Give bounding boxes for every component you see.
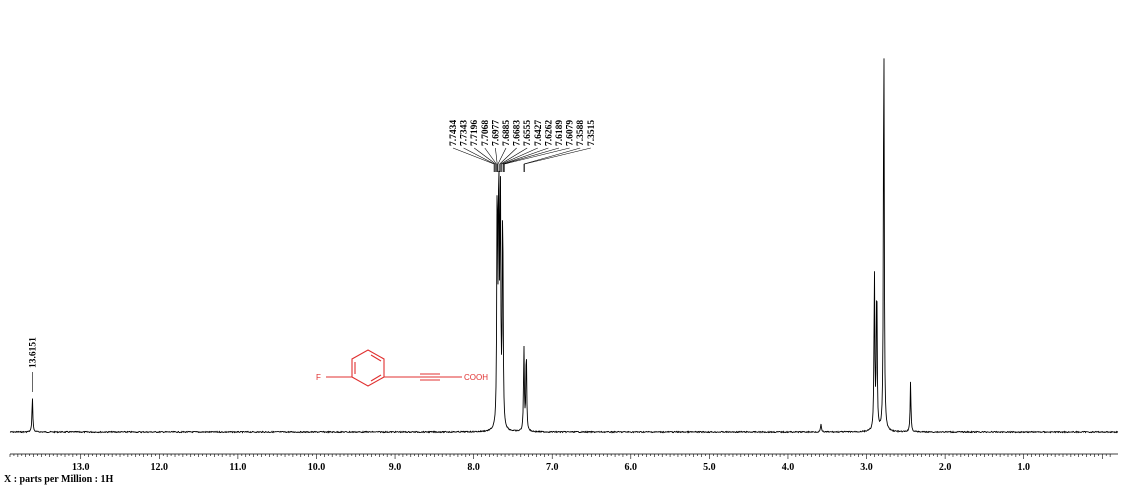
peak-label-leader: [500, 147, 528, 165]
x-tick-label: 8.0: [467, 462, 480, 473]
spectrum-trace: [9, 58, 1119, 434]
x-tick-label: 5.0: [703, 462, 716, 473]
peak-label: 7.6683: [513, 120, 523, 146]
peak-label-leader: [501, 147, 538, 165]
x-tick-label: 13.0: [72, 462, 90, 473]
peak-label-leader: [452, 147, 495, 165]
peak-label: 7.6079: [566, 120, 576, 146]
peak-label: 7.3515: [587, 120, 597, 146]
x-tick-label: 10.0: [308, 462, 326, 473]
x-tick-label: 4.0: [782, 462, 795, 473]
x-axis: 13.0 12.0 11.0 10.0 9.0 8.0 7.0 6.0 5.0 4.0 3.0 2.0…: [9, 453, 1118, 473]
molecule-structure: [326, 349, 462, 387]
peak-label-leader: [484, 147, 497, 165]
peak-label: 7.7343: [460, 120, 470, 146]
x-tick-label: 9.0: [389, 462, 402, 473]
peak-label-leader: [504, 147, 570, 165]
ring-double-bond: [370, 354, 382, 362]
peak-label-leader: [474, 147, 496, 165]
ring-double-bond: [370, 374, 382, 382]
x-tick-label: 6.0: [625, 462, 638, 473]
peak-label-leader: [524, 147, 591, 165]
peak-label: 7.7434: [449, 120, 459, 146]
x-tick-label: 7.0: [546, 462, 559, 473]
peak-label-group: 7.7434 7.7343 7.7196 7.7068 7.6977 7.6885 7.66…: [28, 120, 597, 392]
peak-label: 7.6262: [544, 120, 554, 146]
peak-label-leader: [497, 147, 507, 165]
x-tick-label: 12.0: [151, 462, 169, 473]
peak-label: 7.6977: [491, 120, 501, 146]
peak-label: 7.6189: [555, 120, 565, 146]
x-axis-title: X : parts per Million : 1H: [4, 474, 114, 485]
peak-label: 7.6427: [534, 120, 544, 146]
x-tick-label: 3.0: [860, 462, 873, 473]
x-tick-label: 11.0: [229, 462, 246, 473]
x-tick-label: 2.0: [939, 462, 952, 473]
peak-label: 7.6885: [502, 120, 512, 146]
fluorine-atom-label: F: [316, 373, 321, 382]
peak-label: 7.7196: [470, 120, 480, 146]
carboxylic-acid-label: COOH: [464, 373, 488, 382]
benzene-ring: [351, 349, 385, 387]
peak-label: 7.3588: [576, 120, 586, 146]
peak-label: 13.6151: [28, 337, 38, 368]
peak-label-leader: [499, 147, 517, 165]
peak-label: 7.6555: [523, 120, 533, 146]
peak-label-leader: [495, 147, 498, 165]
peak-label-leader: [503, 147, 560, 165]
peak-label-leader: [502, 147, 549, 165]
x-tick-label: 1.0: [1017, 462, 1030, 473]
peak-label-leader: [463, 147, 495, 165]
peak-label: 7.7068: [481, 120, 491, 146]
peak-label-leader: [523, 147, 581, 165]
